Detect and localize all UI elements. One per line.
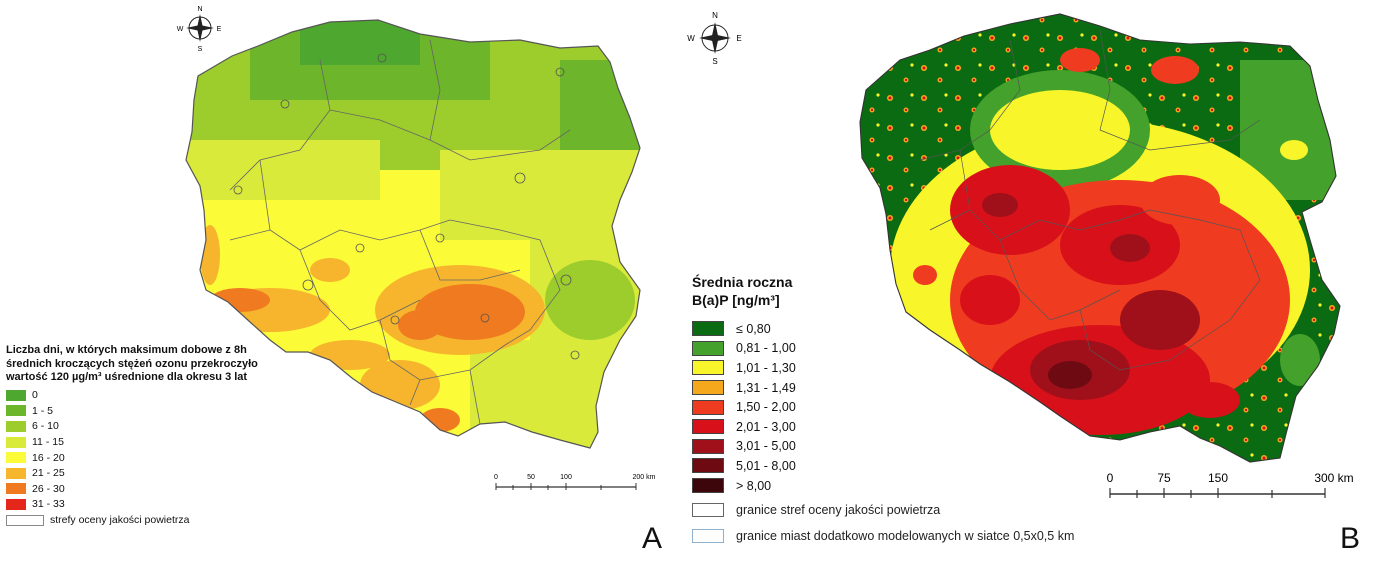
legend-item: 1,31 - 1,49 bbox=[692, 378, 1112, 398]
legend-swatch bbox=[692, 380, 724, 396]
legend-label: 6 - 10 bbox=[32, 420, 59, 433]
country-outline-b bbox=[859, 13, 1341, 463]
legend-item: 31 - 33 bbox=[6, 497, 266, 513]
zone-boundaries-b bbox=[919, 29, 1261, 371]
legend-swatch bbox=[692, 529, 724, 544]
legend-label: 0,81 - 1,00 bbox=[736, 341, 796, 356]
legend-item: 21 - 25 bbox=[6, 465, 266, 481]
city-outlines-a bbox=[233, 53, 580, 360]
scale-tick-b: 150 bbox=[1208, 471, 1228, 485]
legend-label: 0 bbox=[32, 389, 38, 402]
legend-swatch bbox=[692, 503, 724, 518]
compass-s-b: S bbox=[712, 57, 717, 66]
scale-bar-a: 0 50 100 200 km bbox=[494, 474, 656, 490]
legend-label: 11 - 15 bbox=[32, 436, 64, 449]
legend-b: Średnia roczna B(a)P [ng/m³] ≤ 0,80 0,81 … bbox=[692, 273, 1112, 547]
legend-item: granice stref oceny jakości powietrza bbox=[692, 499, 1112, 521]
legend-item: 0 bbox=[6, 388, 266, 404]
compass-n-a: N bbox=[197, 6, 202, 13]
country-outline-a bbox=[185, 19, 641, 449]
legend-swatch bbox=[6, 405, 26, 417]
boundary-swatch bbox=[6, 514, 44, 526]
scale-tick-b: 300 km bbox=[1314, 471, 1353, 485]
legend-label: granice miast dodatkowo modelowanych w s… bbox=[736, 529, 1075, 544]
boundary-label: strefy oceny jakości powietrza bbox=[50, 514, 190, 527]
scale-tick-a: 200 km bbox=[633, 474, 656, 481]
legend-title-a: Liczba dni, w których maksimum dobowe z … bbox=[6, 344, 258, 383]
legend-item: 26 - 30 bbox=[6, 481, 266, 497]
compass-s-a: S bbox=[198, 46, 203, 53]
compass-e-a: E bbox=[217, 26, 222, 33]
legend-item: 11 - 15 bbox=[6, 434, 266, 450]
legend-label: 26 - 30 bbox=[32, 482, 65, 495]
legend-swatch bbox=[692, 478, 724, 494]
panel-letter-a: A bbox=[642, 522, 663, 555]
compass-w-a: W bbox=[177, 26, 184, 33]
legend-label: 5,01 - 8,00 bbox=[736, 458, 796, 473]
legend-label: 31 - 33 bbox=[32, 498, 65, 511]
panel-letter-b: B bbox=[1340, 522, 1361, 555]
scale-tick-b: 0 bbox=[1107, 471, 1114, 485]
legend-swatch bbox=[6, 389, 26, 401]
legend-item: 6 - 10 bbox=[6, 419, 266, 435]
legend-swatch bbox=[692, 321, 724, 337]
bap-map: N S E W 0 75 150 300 km bbox=[687, 11, 1354, 498]
compass-rose-b: N S E W bbox=[687, 11, 741, 66]
legend-label: 2,01 - 3,00 bbox=[736, 419, 796, 434]
legend-swatch bbox=[692, 458, 724, 474]
legend-label: 3,01 - 5,00 bbox=[736, 439, 796, 454]
legend-label: 1 - 5 bbox=[32, 404, 54, 417]
legend-swatch bbox=[6, 420, 26, 432]
legend-a: Liczba dni, w których maksimum dobowe z … bbox=[6, 344, 266, 528]
legend-label: ≤ 0,80 bbox=[736, 321, 771, 336]
legend-label: 21 - 25 bbox=[32, 467, 65, 480]
legend-label: 1,31 - 1,49 bbox=[736, 380, 796, 395]
legend-label: 1,01 - 1,30 bbox=[736, 360, 796, 375]
legend-swatch bbox=[692, 340, 724, 356]
legend-swatch bbox=[6, 498, 26, 510]
legend-item: 5,01 - 8,00 bbox=[692, 456, 1112, 476]
scale-tick-a: 50 bbox=[527, 474, 535, 481]
legend-item: 0,81 - 1,00 bbox=[692, 339, 1112, 359]
legend-swatch bbox=[6, 467, 26, 479]
legend-item: 1 - 5 bbox=[6, 403, 266, 419]
legend-swatch bbox=[6, 452, 26, 464]
legend-label: 1,50 - 2,00 bbox=[736, 400, 796, 415]
compass-rose-a: N S E W bbox=[177, 6, 222, 53]
legend-label: 16 - 20 bbox=[32, 451, 65, 464]
panel-b: N S E W 0 75 150 300 km Średnia roczna B… bbox=[684, 0, 1378, 568]
scale-tick-b: 75 bbox=[1157, 471, 1171, 485]
scale-tick-a: 0 bbox=[494, 474, 498, 481]
legend-title-b: Średnia roczna B(a)P [ng/m³] bbox=[692, 273, 1112, 309]
legend-item: 3,01 - 5,00 bbox=[692, 437, 1112, 457]
compass-w-b: W bbox=[687, 34, 695, 43]
scale-tick-a: 100 bbox=[560, 474, 572, 481]
legend-swatch bbox=[692, 419, 724, 435]
legend-item: granice miast dodatkowo modelowanych w s… bbox=[692, 525, 1112, 547]
legend-item: > 8,00 bbox=[692, 476, 1112, 496]
legend-boundary-row-a: strefy oceny jakości powietrza bbox=[6, 512, 266, 528]
legend-item: 2,01 - 3,00 bbox=[692, 417, 1112, 437]
legend-swatch bbox=[692, 399, 724, 415]
legend-swatch bbox=[692, 438, 724, 454]
legend-label: > 8,00 bbox=[736, 478, 772, 493]
compass-e-b: E bbox=[736, 34, 741, 43]
ozone-map: N S E W 0 50 100 200 km bbox=[177, 6, 656, 490]
legend-item: ≤ 0,80 bbox=[692, 319, 1112, 339]
panel-a: N S E W 0 50 100 200 km Liczba dni, w kt… bbox=[0, 0, 680, 568]
legend-swatch bbox=[6, 436, 26, 448]
legend-swatch bbox=[6, 483, 26, 495]
legend-swatch bbox=[692, 360, 724, 376]
legend-item: 1,50 - 2,00 bbox=[692, 397, 1112, 417]
legend-item: 16 - 20 bbox=[6, 450, 266, 466]
zone-boundaries-a bbox=[229, 39, 571, 425]
legend-title-b-line2: B(a)P [ng/m³] bbox=[692, 292, 780, 308]
legend-label: granice stref oceny jakości powietrza bbox=[736, 503, 941, 518]
legend-title-b-line1: Średnia roczna bbox=[692, 274, 793, 290]
legend-item: 1,01 - 1,30 bbox=[692, 358, 1112, 378]
scale-bar-b: 0 75 150 300 km bbox=[1107, 471, 1354, 498]
compass-n-b: N bbox=[712, 11, 718, 20]
